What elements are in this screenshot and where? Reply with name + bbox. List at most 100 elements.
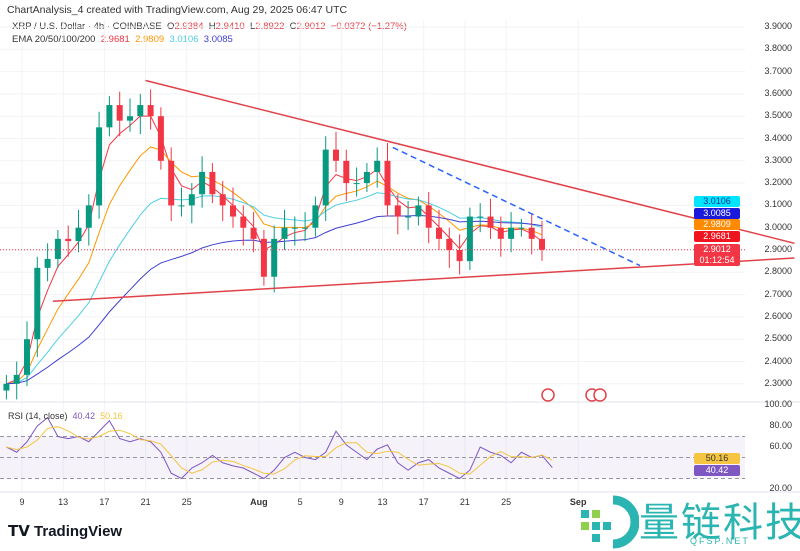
candle-body	[137, 105, 144, 117]
tradingview-logo: 𝗧𝗩 TradingView	[8, 522, 122, 540]
candle-body	[147, 105, 154, 117]
candle-body	[178, 205, 185, 207]
date-axis-label: 9	[338, 497, 344, 507]
candle-body	[281, 227, 288, 239]
price-axis-label: 2.3000	[764, 377, 792, 388]
price-axis-label: 3.7000	[764, 65, 792, 76]
candle-body	[518, 227, 525, 229]
date-axis-label: 25	[501, 497, 512, 507]
rsi-line	[6, 416, 553, 480]
candle-body	[157, 116, 164, 161]
rsi-label[interactable]: RSI (14, close)	[8, 411, 68, 421]
ema-price-tag: 2.9681	[694, 230, 740, 242]
candle-body	[106, 105, 113, 128]
watermark-text: 量链科技	[639, 500, 800, 546]
price-axis-label: 3.5000	[764, 110, 792, 121]
candle-body	[188, 194, 195, 206]
ema50-value: 2.9809	[135, 34, 165, 45]
date-axis-label: 25	[181, 497, 192, 507]
ema-legend: EMA 20/50/100/200 2.9681 2.9809 3.0106 3…	[12, 34, 233, 45]
date-axis-label: Sep	[569, 497, 587, 507]
candle-body	[230, 205, 236, 217]
date-axis-label: 21	[459, 497, 470, 507]
rsi-axis-label: 80.00	[769, 420, 792, 430]
date-axis-label: 9	[19, 497, 25, 507]
candle-body	[24, 339, 30, 375]
rsi-axis-label: 100.00	[764, 399, 792, 409]
us-flag-icon	[541, 388, 555, 402]
candle-body	[384, 160, 391, 206]
trendline-solid	[145, 79, 795, 245]
candle-body	[487, 216, 494, 228]
candle-body	[436, 227, 442, 239]
price-axis-label: 3.9000	[764, 21, 792, 31]
candle-body	[13, 374, 20, 384]
candle-body	[528, 227, 535, 239]
candle-body	[260, 238, 267, 277]
price-axis-label: 3.4000	[764, 132, 792, 143]
rsi-axis-label: 20.00	[769, 483, 792, 493]
date-axis-label: 5	[297, 497, 303, 507]
candle-body	[3, 383, 10, 391]
candle-body	[394, 205, 401, 217]
rsi-ma-value: 50.16	[100, 411, 123, 421]
candle-body	[322, 149, 329, 206]
watermark-icon	[581, 495, 639, 549]
price-axis-label: 3.1000	[764, 199, 792, 210]
candle-body	[456, 250, 463, 262]
last-price-tag: 2.9012 01:12:54	[694, 244, 740, 266]
rsi-value: 40.42	[72, 411, 96, 421]
candle-body	[54, 238, 61, 259]
trendline-solid	[52, 257, 795, 303]
chart-created-caption: ChartAnalysis_4 created with TradingView…	[7, 4, 348, 16]
price-axis-label: 2.9000	[764, 244, 792, 254]
candle-body	[508, 227, 515, 239]
ema100-value: 3.0106	[169, 34, 199, 45]
price-axis-label: 3.2000	[764, 177, 792, 188]
candle-body	[219, 194, 226, 206]
candle-body	[85, 205, 92, 228]
candle-body	[34, 267, 41, 340]
candle-body	[271, 238, 278, 277]
candle-body	[405, 216, 412, 218]
ema-label[interactable]: EMA 20/50/100/200	[12, 34, 96, 45]
candle-body	[539, 238, 545, 250]
last-price-value: 2.9012	[703, 244, 731, 254]
price-axis-label: 2.7000	[764, 288, 792, 299]
price-axis-label: 3.6000	[764, 87, 792, 98]
trendline-dashed	[392, 146, 641, 267]
candle-body	[363, 171, 370, 184]
price-axis-label: 2.5000	[764, 333, 792, 344]
candle-body	[466, 216, 473, 262]
candle-body	[96, 127, 103, 206]
date-axis-label: 13	[377, 497, 388, 507]
ema-price-tag: 3.0106	[694, 196, 740, 207]
candle-body	[446, 238, 453, 250]
candle-body	[353, 183, 360, 185]
candle-body	[343, 160, 350, 184]
rsi-ma-tag: 50.16	[694, 453, 740, 464]
candle-body	[291, 227, 298, 229]
price-axis-label: 3.3000	[764, 154, 792, 165]
candle-body	[127, 116, 133, 121]
ema20-value: 2.9681	[100, 34, 130, 45]
us-flag-icon	[593, 388, 607, 402]
candle-body	[116, 105, 123, 121]
rsi-ma-line	[6, 426, 553, 475]
tradingview-logo-icon: 𝗧𝗩	[8, 523, 35, 540]
candle-body	[374, 160, 381, 172]
candle-body	[250, 227, 257, 239]
date-axis-label: 21	[140, 497, 151, 507]
rsi-legend: RSI (14, close) 40.42 50.16	[8, 411, 123, 421]
price-axis-label: 3.0000	[764, 221, 792, 232]
date-axis-label: 17	[99, 497, 110, 507]
ema200-value: 3.0085	[203, 34, 233, 45]
candle-body	[477, 216, 484, 218]
price-axis-label: 2.8000	[764, 266, 792, 277]
ema-line-100	[6, 192, 543, 385]
candle-body	[75, 227, 82, 242]
ema-price-tag: 2.9809	[694, 219, 740, 230]
watermark-subtext: QFSP.NET	[690, 536, 750, 546]
candle-body	[415, 205, 422, 217]
